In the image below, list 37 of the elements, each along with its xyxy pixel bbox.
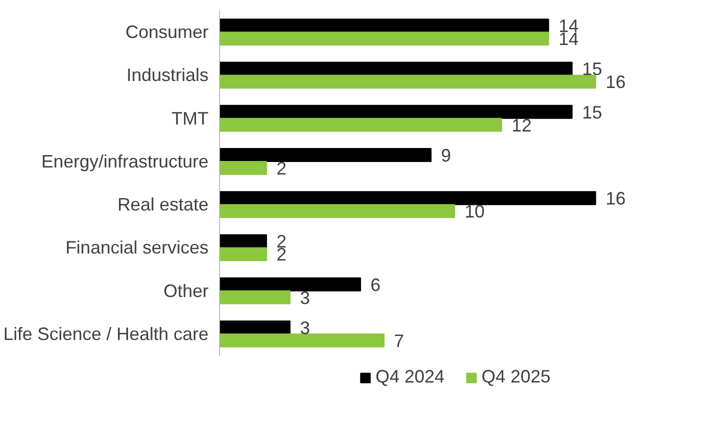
data-label: 2 — [276, 158, 287, 178]
bar — [220, 104, 573, 119]
bar — [220, 18, 550, 33]
bar — [220, 277, 362, 292]
data-label: 16 — [606, 188, 626, 209]
legend-label: Q4 2025 — [482, 366, 551, 388]
bar — [220, 290, 291, 304]
bar — [220, 204, 456, 218]
y-tick-label: TMT — [172, 108, 209, 128]
data-label: 6 — [370, 274, 381, 295]
bar — [220, 118, 502, 132]
y-tick-label: Consumer — [125, 22, 209, 42]
data-label: 9 — [441, 145, 452, 166]
y-tick-label: Life Science / Health care — [3, 324, 209, 344]
y-tick-label: Energy/infrastructure — [41, 151, 209, 172]
data-label: 15 — [582, 59, 602, 80]
bar — [220, 62, 573, 76]
data-label: 12 — [512, 115, 532, 136]
data-label: 3 — [300, 318, 310, 338]
bar — [220, 320, 291, 334]
bar — [220, 160, 268, 175]
legend-label: Q4 2024 — [375, 366, 444, 388]
data-label: 10 — [464, 202, 485, 222]
y-tick-label: Industrials — [126, 65, 209, 86]
data-label: 3 — [300, 288, 310, 308]
y-tick-label: Financial services — [65, 238, 209, 258]
bar — [220, 247, 268, 262]
data-label: 16 — [606, 72, 626, 92]
bar — [220, 148, 432, 162]
bar — [220, 333, 385, 348]
data-label: 7 — [394, 330, 404, 351]
bar — [220, 74, 596, 89]
data-label: 15 — [582, 102, 602, 122]
bar — [220, 32, 550, 46]
bar — [220, 191, 596, 206]
y-tick-label: Other — [163, 280, 209, 301]
y-tick-label: Real estate — [117, 194, 209, 215]
